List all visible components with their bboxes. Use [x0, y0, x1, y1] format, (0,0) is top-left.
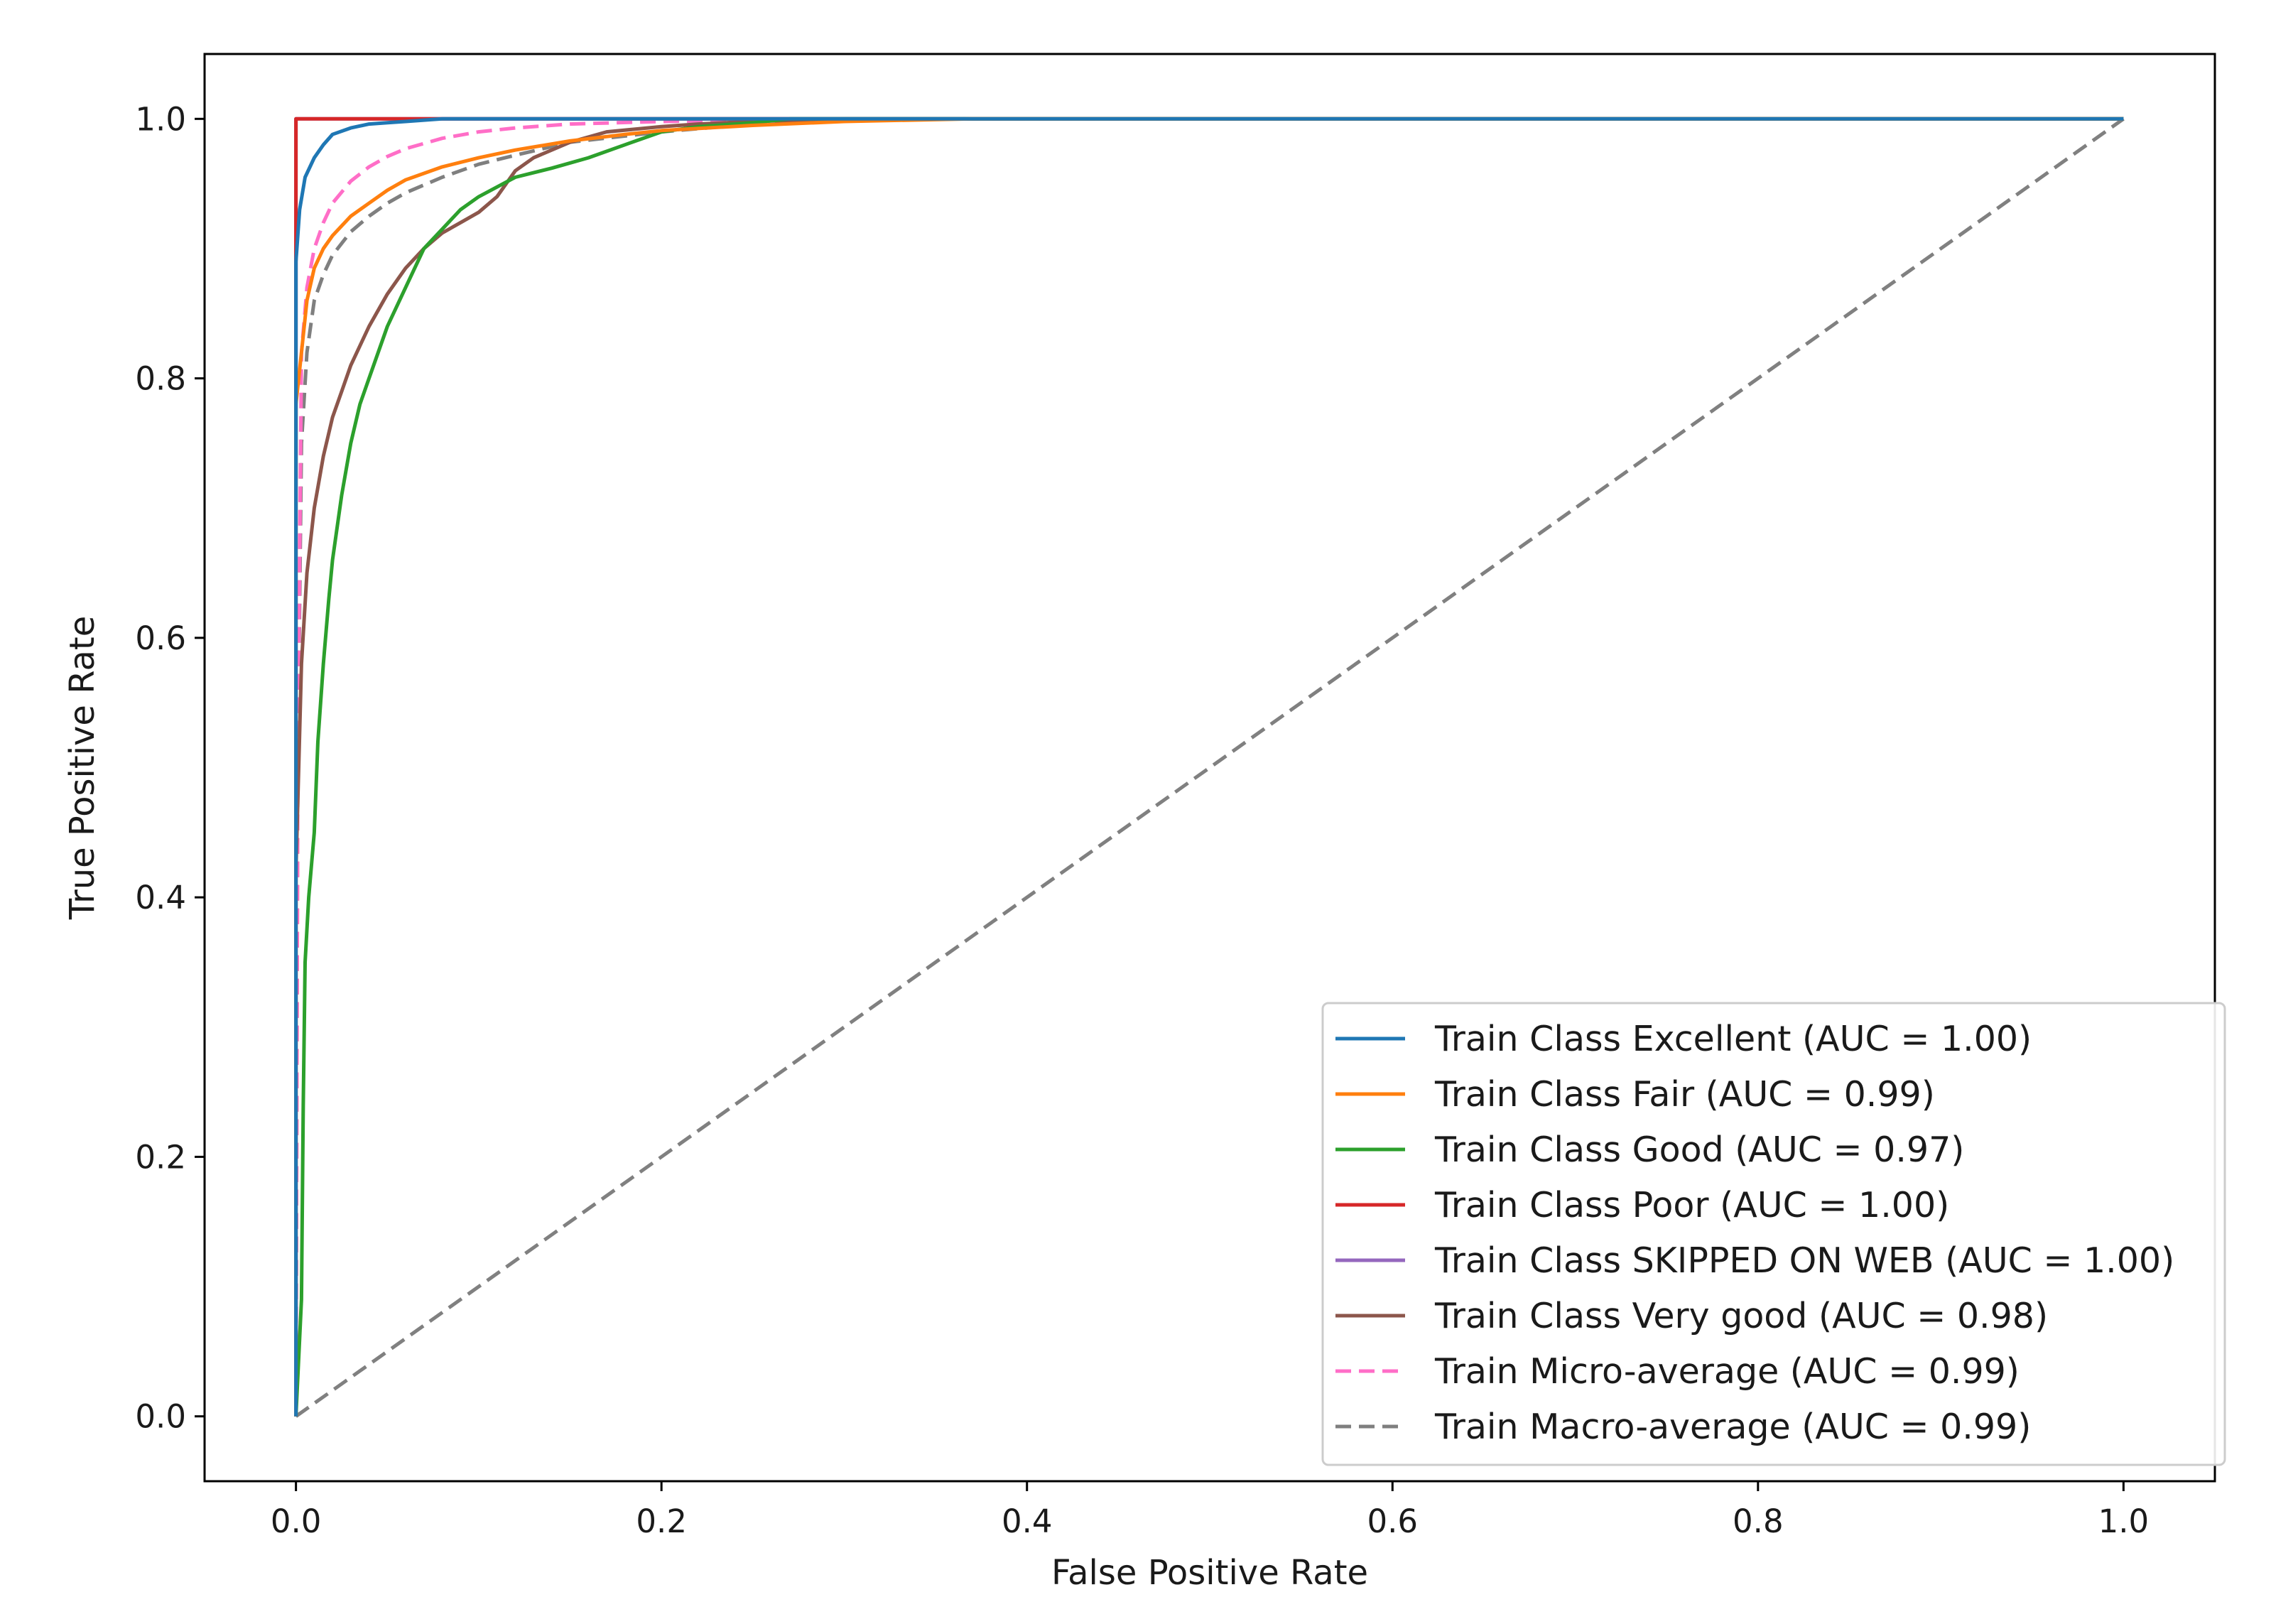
legend-label-train-class-very-good-auc-0-98: Train Class Very good (AUC = 0.98) [1434, 1296, 2048, 1336]
legend: Train Class Excellent (AUC = 1.00) Train … [1321, 1002, 2226, 1466]
x-tick-label: 1.0 [2098, 1503, 2150, 1540]
legend-label-train-class-fair-auc-0-99: Train Class Fair (AUC = 0.99) [1434, 1074, 1935, 1115]
x-tick-label: 0.6 [1367, 1503, 1418, 1540]
y-tick-label: 0.8 [135, 360, 186, 398]
legend-box [1321, 1002, 2226, 1466]
x-tick-label: 0.0 [271, 1503, 322, 1540]
legend-label-train-class-skipped-on-web-auc-1-00: Train Class SKIPPED ON WEB (AUC = 1.00) [1434, 1240, 2174, 1281]
legend-label-train-macro-average-auc-0-99: Train Macro-average (AUC = 0.99) [1434, 1407, 2031, 1447]
plot-frame [203, 53, 2216, 1483]
legend-label-train-class-good-auc-0-97: Train Class Good (AUC = 0.97) [1434, 1130, 1964, 1170]
series-line-train-class-good-auc-0-97 [294, 117, 2124, 1417]
series-layer [294, 117, 2125, 1418]
series-line-train-class-excellent-auc-1-00 [294, 117, 2124, 1417]
y-axis-label: True Positive Rate [63, 616, 102, 921]
x-tick-label: 0.8 [1733, 1503, 1784, 1540]
x-tick-label: 0.2 [636, 1503, 687, 1540]
x-axis-label: False Positive Rate [1051, 1553, 1368, 1593]
x-tick-label: 0.4 [1002, 1503, 1053, 1540]
y-tick-label: 0.2 [135, 1138, 186, 1176]
y-tick-label: 1.0 [135, 100, 186, 138]
legend-label-train-micro-average-auc-0-99: Train Micro-average (AUC = 0.99) [1434, 1351, 2020, 1392]
legend-label-train-class-poor-auc-1-00: Train Class Poor (AUC = 1.00) [1434, 1185, 1949, 1225]
y-axis-ticks: 0.0 0.2 0.4 0.6 0.8 1.0 [135, 100, 205, 1436]
y-tick-label: 0.0 [135, 1398, 186, 1436]
series-line-train-micro-average-auc-0-99 [294, 117, 2124, 1417]
y-tick-label: 0.6 [135, 619, 186, 657]
y-tick-label: 0.4 [135, 879, 186, 916]
series-line-train-class-fair-auc-0-99 [294, 117, 2124, 1417]
legend-label-train-class-excellent-auc-1-00: Train Class Excellent (AUC = 1.00) [1434, 1019, 2032, 1059]
x-axis-ticks: 0.0 0.2 0.4 0.6 0.8 1.0 [271, 1481, 2149, 1540]
